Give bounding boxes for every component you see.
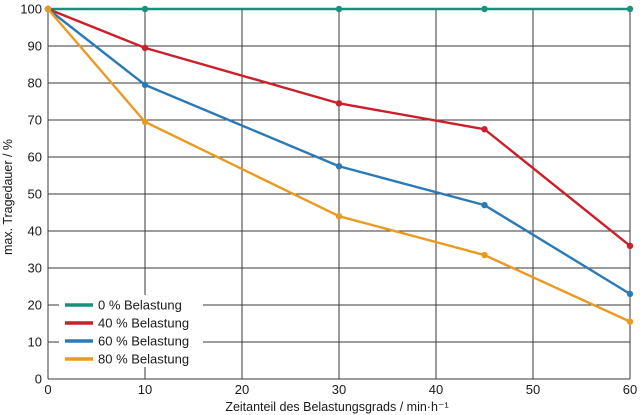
x-tick-label: 0 <box>44 382 51 397</box>
y-axis-label: max. Tragedauer / % <box>1 139 15 255</box>
data-point <box>335 163 343 170</box>
legend-label: 40 % Belastung <box>98 316 189 331</box>
data-point <box>481 126 488 133</box>
data-point <box>141 5 149 13</box>
legend-label: 0 % Belastung <box>98 298 182 313</box>
y-tick-label: 90 <box>28 39 42 54</box>
x-tick-labels: 0 10 20 30 40 50 60 <box>44 382 637 397</box>
data-point <box>141 81 149 89</box>
x-tick-label: 40 <box>429 382 443 397</box>
legend: 0 % Belastung 40 % Belastung 60 % Belastun… <box>59 295 203 367</box>
data-point <box>626 242 634 249</box>
data-point <box>141 118 149 126</box>
y-tick-label: 10 <box>28 335 42 350</box>
y-tick-label: 60 <box>28 150 42 165</box>
y-tick-label: 40 <box>28 224 42 239</box>
y-tick-label: 80 <box>28 76 42 91</box>
data-point <box>481 5 488 13</box>
x-tick-label: 10 <box>138 382 152 397</box>
data-point <box>481 251 488 259</box>
x-axis-label: Zeitanteil des Belastungsgrads / min·h⁻¹ <box>225 400 448 414</box>
y-tick-label: 70 <box>28 113 42 128</box>
y-tick-label: 20 <box>28 298 42 313</box>
data-point <box>481 201 488 209</box>
data-point <box>44 5 52 13</box>
data-point <box>335 100 343 107</box>
series-lines <box>44 5 634 325</box>
y-tick-label: 50 <box>28 187 42 202</box>
y-tick-label: 0 <box>35 372 42 387</box>
y-tick-labels: 0 10 20 30 40 50 60 70 80 90 100 <box>20 2 42 387</box>
legend-box <box>59 295 203 367</box>
y-tick-label: 30 <box>28 261 42 276</box>
y-tick-label: 100 <box>20 2 42 17</box>
data-point <box>141 44 149 52</box>
data-point <box>626 318 634 325</box>
legend-label: 80 % Belastung <box>98 352 189 367</box>
data-point <box>335 5 343 13</box>
x-tick-label: 20 <box>235 382 249 397</box>
x-tick-label: 50 <box>526 382 540 397</box>
data-point <box>335 213 343 220</box>
data-point <box>626 290 634 298</box>
x-tick-label: 60 <box>623 382 637 397</box>
x-tick-label: 30 <box>332 382 346 397</box>
legend-label: 60 % Belastung <box>98 334 189 349</box>
data-point <box>626 5 634 13</box>
